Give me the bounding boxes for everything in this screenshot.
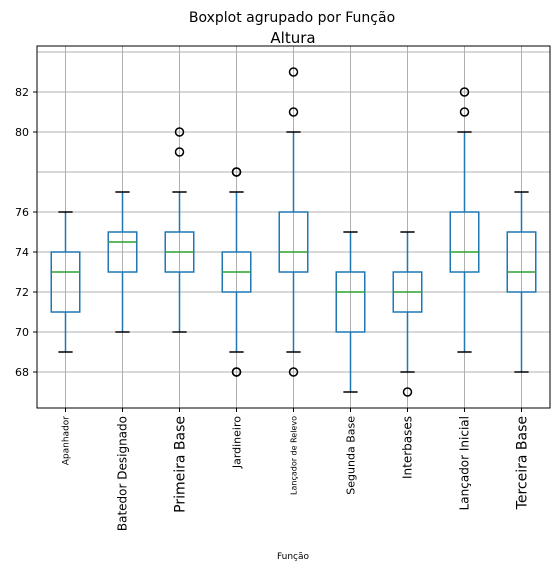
- box-lançador-inicial: [449, 87, 480, 353]
- outlier-point: [288, 67, 299, 77]
- x-tick-label: Lançador Inicial: [458, 416, 472, 510]
- x-tick-label: Apanhador: [62, 416, 72, 466]
- x-tick-label: Terceira Base: [514, 416, 530, 510]
- gridlines: [37, 46, 550, 408]
- x-tick-label: Segunda Base: [344, 416, 357, 495]
- box-primeira-base: [164, 127, 195, 333]
- box-iqr: [278, 211, 309, 273]
- outlier-point: [459, 107, 470, 117]
- boxes-layer: [50, 67, 537, 397]
- outlier-point: [288, 107, 299, 117]
- x-tick-label: Jardineiro: [230, 416, 243, 469]
- box-batedor-designado: [107, 191, 138, 333]
- box-apanhador: [50, 211, 81, 353]
- x-tick-label: Batedor Designado: [116, 416, 130, 531]
- y-tick-label: 76: [15, 206, 29, 219]
- outlier-point: [174, 127, 185, 137]
- x-axis-label: Função: [277, 552, 310, 562]
- box-lançador-de-relevo: [278, 67, 309, 377]
- x-axis-ticks: Apanhador Batedor Designado Primeira Base J…: [62, 408, 530, 531]
- y-tick-label: 72: [15, 286, 29, 299]
- x-tick-label: Primeira Base: [172, 416, 188, 513]
- x-tick-label: Lançador de Relevo: [289, 416, 298, 495]
- outlier-point: [174, 147, 185, 157]
- box-iqr: [50, 251, 81, 313]
- box-iqr: [107, 231, 138, 273]
- outlier-point: [231, 167, 242, 177]
- y-tick-label: 70: [15, 326, 29, 339]
- chart-title: Altura: [270, 29, 315, 47]
- y-tick-label: 82: [15, 86, 29, 99]
- y-tick-label: 74: [15, 246, 29, 259]
- box-segunda-base: [335, 231, 366, 393]
- outlier-point: [231, 367, 242, 377]
- outlier-point: [459, 87, 470, 97]
- box-interbases: [392, 231, 423, 397]
- chart-suptitle: Boxplot agrupado por Função: [189, 10, 395, 26]
- outlier-point: [288, 367, 299, 377]
- y-axis-ticks: 68 70 72 74 76 80 82: [15, 86, 37, 379]
- box-jardineiro: [221, 167, 252, 377]
- box-iqr: [449, 211, 480, 273]
- y-tick-label: 80: [15, 126, 29, 139]
- outlier-point: [402, 387, 413, 397]
- x-tick-label: Interbases: [401, 416, 415, 479]
- box-terceira-base: [506, 191, 537, 373]
- y-tick-label: 68: [15, 366, 29, 379]
- box-iqr: [506, 231, 537, 293]
- box-iqr: [335, 271, 366, 333]
